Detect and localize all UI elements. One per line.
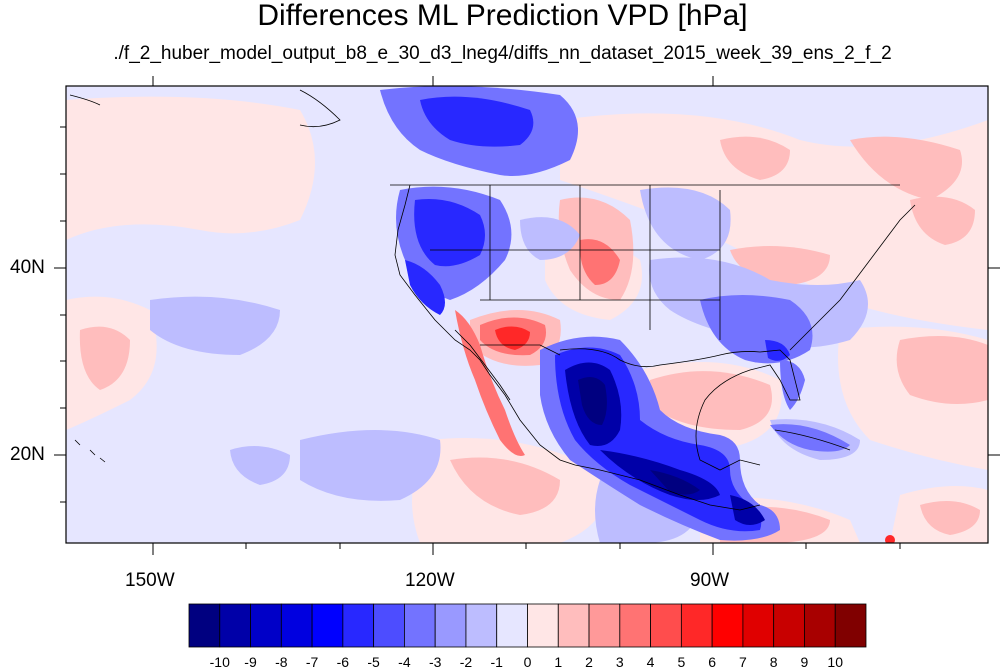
colorbar-swatch [373,603,405,648]
colorbar-tick-label: -10 [209,654,230,670]
contour-field [66,86,988,543]
colorbar-swatch [650,603,682,648]
colorbar-tick-label: 7 [739,654,747,670]
atlantic-coastline [789,204,916,351]
colorbar-tick-label: 5 [677,654,686,670]
colorbar-tick-label: -1 [490,654,503,670]
pacific-coastline [394,184,761,511]
colorbar-swatch [557,603,590,648]
lon-label-90w: 90W [690,570,730,591]
lat-label-40n: 40N [10,257,45,278]
colorbar-swatch [680,603,713,648]
cuba-coastline [774,429,851,451]
colorbar-tick-label: 2 [585,654,593,670]
colorbar-tick-label: -2 [459,654,473,670]
state-boundaries [430,185,721,340]
colorbar-swatch [619,603,651,648]
positive-peak-regions [495,326,895,543]
colorbar-tick-label: -9 [244,654,257,670]
colorbar-tick-label: -8 [275,654,288,670]
colorbar-tick-label: 4 [646,654,655,670]
baja-coastline [454,329,511,401]
colorbar-swatch [434,603,467,648]
us-mexico-border [480,344,561,356]
colorbar-tick-label: 1 [554,654,563,670]
colorbar-swatch [342,603,375,648]
colorbar-swatch [804,603,836,648]
hawaii-coastline [74,439,106,463]
colorbar-tick-label: 6 [708,654,717,670]
colorbar-tick-label: 0 [523,654,532,670]
colorbar-tick-label: -7 [305,654,319,670]
colorbar-swatch [404,603,436,648]
lon-label-150w: 150W [125,570,175,591]
colorbar-swatch [711,603,744,648]
colorbar-swatch [773,603,805,648]
colorbar-swatch [465,603,498,648]
colorbar-tick-label: -5 [367,654,380,670]
colorbar-tick-label: 8 [769,654,778,670]
colorbar-swatch [834,603,867,648]
coastlines [69,89,916,511]
colorbar-tick-label: 10 [827,654,843,670]
colorbar [188,603,867,648]
colorbar-swatch [280,603,313,648]
lat-label-20n: 20N [10,444,45,465]
lon-label-120w: 120W [405,570,455,591]
colorbar-tick-label: -6 [336,654,350,670]
alaska-coastline [69,89,341,128]
colorbar-swatch [188,603,221,648]
colorbar-swatch [742,603,775,648]
gulf-coastline [559,348,801,471]
colorbar-swatch [311,603,344,648]
axis-minor-ticks [60,126,901,549]
colorbar-swatch [219,603,251,648]
colorbar-swatch [588,603,621,648]
map-title: Differences ML Prediction VPD [hPa] [257,0,748,32]
colorbar-tick-label: -3 [428,654,442,670]
colorbar-tick-label: -4 [398,654,411,670]
axis-ticks [54,76,1000,555]
colorbar-swatch [527,603,559,648]
colorbar-tick-label: 3 [615,654,624,670]
negative-core-regions [578,376,700,495]
colorbar-tick-label: 9 [800,654,809,670]
colorbar-swatch [250,603,282,648]
map-subtitle: ./f_2_huber_model_output_b8_e_30_d3_lneg… [113,43,892,64]
colorbar-swatch [496,603,528,648]
